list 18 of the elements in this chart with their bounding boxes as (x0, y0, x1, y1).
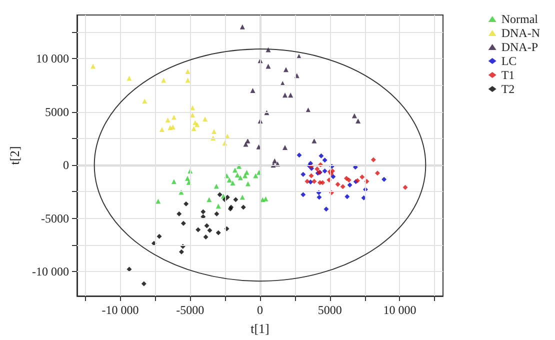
legend-label: T2 (501, 82, 515, 96)
x-tick-label: -10 000 (102, 303, 139, 317)
x-tick-label: 0 (257, 303, 263, 317)
x-axis-title: t[1] (250, 321, 270, 336)
x-tick-label: 10 000 (383, 303, 416, 317)
x-tick-label: 5000 (318, 303, 342, 317)
legend-label: Normal (501, 12, 539, 26)
x-tick-label: -5000 (176, 303, 204, 317)
y-tick-label: 5000 (45, 104, 69, 119)
y-axis-title: t[2] (7, 146, 22, 165)
y-tick-label: 10 000 (36, 52, 69, 66)
y-tick-label: -10 000 (32, 264, 69, 279)
y-tick-label: 0 (63, 158, 69, 172)
y-tick-label: -5000 (41, 211, 69, 226)
legend-label: DNA-N (501, 26, 540, 40)
legend-label: T1 (501, 68, 515, 82)
legend-label: LC (501, 54, 517, 68)
legend-label: DNA-P (501, 40, 538, 54)
